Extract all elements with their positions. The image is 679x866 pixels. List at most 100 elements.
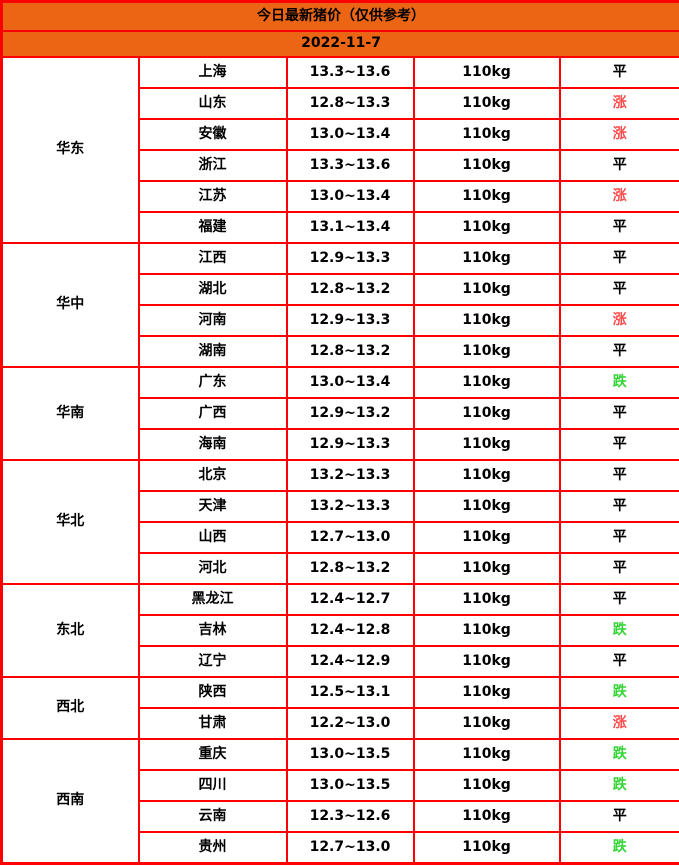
weight-cell: 110kg: [412, 149, 561, 182]
trend-cell: 涨: [558, 87, 679, 120]
province-cell: 重庆: [137, 738, 288, 771]
weight-cell: 110kg: [412, 521, 561, 554]
province-cell: 上海: [137, 56, 288, 89]
weight-cell: 110kg: [412, 769, 561, 802]
table-row: 华东 上海 13.3~13.6 110kg 平: [0, 56, 679, 244]
trend-cell: 平: [558, 490, 679, 523]
trend-cell: 平: [558, 800, 679, 833]
weight-cell: 110kg: [412, 459, 561, 492]
province-cell: 辽宁: [137, 645, 288, 678]
trend-cell: 平: [558, 211, 679, 244]
price-cell: 13.2~13.3: [285, 459, 415, 492]
trend-cell: 跌: [558, 676, 679, 709]
province-cell: 贵州: [137, 831, 288, 865]
date-label: 2022-11-7: [0, 30, 679, 58]
weight-cell: 110kg: [412, 211, 561, 244]
trend-cell: 平: [558, 459, 679, 492]
weight-cell: 110kg: [412, 552, 561, 585]
trend-cell: 平: [558, 521, 679, 554]
trend-cell: 跌: [558, 769, 679, 802]
table-row: 安徽 13.0~13.4 110kg 涨: [2, 118, 679, 151]
trend-cell: 跌: [558, 738, 679, 771]
weight-cell: 110kg: [412, 707, 561, 740]
price-cell: 12.8~13.2: [285, 552, 415, 585]
price-cell: 12.4~12.9: [285, 645, 415, 678]
trend-cell: 平: [558, 273, 679, 306]
trend-cell: 涨: [558, 180, 679, 213]
trend-cell: 涨: [558, 118, 679, 151]
province-cell: 吉林: [137, 614, 288, 647]
weight-cell: 110kg: [412, 273, 561, 306]
province-cell: 江西: [137, 242, 288, 275]
region-cell-huanan: 华南: [0, 366, 140, 461]
province-cell: 海南: [137, 428, 288, 461]
table-row: 东北 黑龙江 12.4~12.7 110kg 平: [0, 583, 679, 678]
table-row: 广西 12.9~13.2 110kg 平: [2, 397, 679, 430]
price-cell: 12.7~13.0: [285, 831, 415, 865]
weight-cell: 110kg: [412, 738, 561, 771]
province-cell: 河南: [137, 304, 288, 337]
table-row: 辽宁 12.4~12.9 110kg 平: [2, 645, 679, 678]
table-row: 云南 12.3~12.6 110kg 平: [2, 800, 679, 833]
table-row: 四川 13.0~13.5 110kg 跌: [2, 769, 679, 802]
weight-cell: 110kg: [412, 428, 561, 461]
province-cell: 甘肃: [137, 707, 288, 740]
table-row: 河北 12.8~13.2 110kg 平: [2, 552, 679, 585]
price-cell: 13.3~13.6: [285, 149, 415, 182]
trend-cell: 平: [558, 583, 679, 616]
table-row: 湖南 12.8~13.2 110kg 平: [2, 335, 679, 368]
province-cell: 江苏: [137, 180, 288, 213]
trend-cell: 跌: [558, 366, 679, 399]
weight-cell: 110kg: [412, 56, 561, 89]
price-cell: 12.3~12.6: [285, 800, 415, 833]
table-row: 浙江 13.3~13.6 110kg 平: [2, 149, 679, 182]
page-title: 今日最新猪价（仅供参考）: [0, 0, 679, 32]
price-cell: 12.9~13.3: [285, 304, 415, 337]
trend-cell: 平: [558, 149, 679, 182]
weight-cell: 110kg: [412, 800, 561, 833]
table-row: 河南 12.9~13.3 110kg 涨: [2, 304, 679, 337]
province-cell: 广西: [137, 397, 288, 430]
table-row: 山西 12.7~13.0 110kg 平: [2, 521, 679, 554]
weight-cell: 110kg: [412, 366, 561, 399]
price-cell: 13.2~13.3: [285, 490, 415, 523]
table-row: 吉林 12.4~12.8 110kg 跌: [2, 614, 679, 647]
province-cell: 福建: [137, 211, 288, 244]
trend-cell: 平: [558, 397, 679, 430]
table-row: 华北 北京 13.2~13.3 110kg 平: [0, 459, 679, 585]
region-cell-dongbei: 东北: [0, 583, 140, 678]
trend-cell: 跌: [558, 831, 679, 865]
table-row: 贵州 12.7~13.0 110kg 跌: [2, 831, 679, 865]
weight-cell: 110kg: [412, 645, 561, 678]
trend-cell: 平: [558, 428, 679, 461]
price-cell: 12.2~13.0: [285, 707, 415, 740]
table-row: 天津 13.2~13.3 110kg 平: [2, 490, 679, 523]
province-cell: 黑龙江: [137, 583, 288, 616]
table-row: 福建 13.1~13.4 110kg 平: [2, 211, 679, 244]
price-cell: 13.0~13.4: [285, 180, 415, 213]
price-cell: 13.0~13.4: [285, 118, 415, 151]
region-cell-huadong: 华东: [0, 56, 140, 244]
price-cell: 12.8~13.2: [285, 273, 415, 306]
region-cell-xibei: 西北: [0, 676, 140, 740]
weight-cell: 110kg: [412, 583, 561, 616]
province-cell: 湖北: [137, 273, 288, 306]
weight-cell: 110kg: [412, 87, 561, 120]
weight-cell: 110kg: [412, 118, 561, 151]
table-row: 华中 江西 12.9~13.3 110kg 平: [0, 242, 679, 368]
table-row: 山东 12.8~13.3 110kg 涨: [2, 87, 679, 120]
table-row: 湖北 12.8~13.2 110kg 平: [2, 273, 679, 306]
price-cell: 13.0~13.5: [285, 769, 415, 802]
province-cell: 天津: [137, 490, 288, 523]
table-row: 西北 陕西 12.5~13.1 110kg 跌: [0, 676, 679, 740]
weight-cell: 110kg: [412, 676, 561, 709]
weight-cell: 110kg: [412, 335, 561, 368]
trend-cell: 跌: [558, 614, 679, 647]
price-cell: 12.7~13.0: [285, 521, 415, 554]
table-row: 华南 广东 13.0~13.4 110kg 跌: [0, 366, 679, 461]
price-cell: 12.5~13.1: [285, 676, 415, 709]
region-cell-huazhong: 华中: [0, 242, 140, 368]
weight-cell: 110kg: [412, 304, 561, 337]
weight-cell: 110kg: [412, 490, 561, 523]
